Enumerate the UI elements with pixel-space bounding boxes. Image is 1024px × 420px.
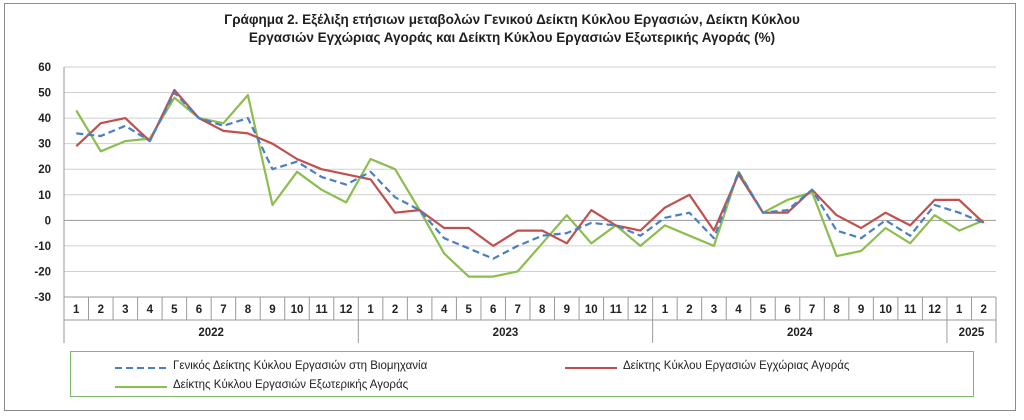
y-tick-label: -30 — [34, 292, 51, 304]
y-tick-label: -20 — [34, 266, 51, 278]
x-tick-label: 11 — [315, 304, 328, 316]
x-tick-label: 9 — [269, 304, 275, 316]
x-tick-label: 10 — [585, 304, 598, 316]
x-tick-label: 8 — [539, 304, 546, 316]
series-line-1 — [75, 88, 985, 247]
x-tick-label: 8 — [245, 304, 252, 316]
x-tick-label: 3 — [711, 304, 717, 316]
year-label: 2024 — [787, 327, 813, 339]
legend-label-domestic: Δείκτης Κύκλου Εργασιών Εγχώριας Αγοράς — [623, 360, 850, 372]
y-tick-label: 20 — [38, 164, 51, 176]
x-tick-label: 1 — [73, 304, 80, 316]
x-tick-label: 12 — [634, 304, 647, 316]
series-line-0 — [76, 91, 985, 260]
x-tick-label: 2 — [392, 304, 398, 316]
x-tick-label: 7 — [220, 304, 226, 316]
x-tick-label: 7 — [515, 304, 521, 316]
chart-frame — [4, 3, 1016, 411]
x-tick-label: 7 — [809, 304, 815, 316]
y-tick-label: -10 — [34, 241, 51, 253]
y-tick-label: 60 — [38, 62, 51, 74]
x-tick-label: 6 — [784, 304, 790, 316]
legend: Γενικός Δείκτης Κύκλου Εργασιών στη Βιομ… — [70, 351, 974, 397]
x-tick-label: 3 — [122, 304, 128, 316]
x-tick-label: 2 — [686, 304, 692, 316]
x-tick-label: 6 — [196, 304, 202, 316]
x-tick-label: 10 — [291, 304, 304, 316]
x-tick-label: 3 — [416, 304, 422, 316]
x-tick-label: 2 — [98, 304, 104, 316]
x-tick-label: 12 — [340, 304, 353, 316]
x-tick-label: 1 — [367, 304, 374, 316]
x-tick-label: 12 — [928, 304, 941, 316]
chart-title-line-1: Γράφημα 2. Εξέλιξη ετήσιων μεταβολών Γεν… — [224, 12, 800, 27]
x-tick-label: 4 — [441, 304, 448, 316]
series-line-2 — [75, 93, 985, 278]
x-tick-label: 5 — [760, 304, 767, 316]
y-tick-label: 0 — [45, 215, 51, 227]
legend-swatch-domestic — [565, 367, 617, 369]
x-tick-label: 1 — [956, 304, 963, 316]
x-tick-label: 10 — [879, 304, 892, 316]
y-tick-label: 50 — [38, 88, 51, 100]
legend-swatch-general — [115, 367, 167, 369]
x-tick-label: 8 — [833, 304, 840, 316]
x-tick-label: 4 — [147, 304, 154, 316]
x-tick-label: 9 — [858, 304, 864, 316]
chart-title-line-2: Εργασιών Εγχώριας Αγοράς και Δείκτη Κύκλ… — [248, 30, 776, 45]
x-tick-label: 11 — [610, 304, 623, 316]
y-tick-label: 30 — [38, 139, 51, 151]
x-tick-label: 5 — [171, 304, 178, 316]
year-label: 2022 — [198, 327, 224, 339]
x-tick-label: 1 — [662, 304, 669, 316]
chart-title: Γράφημα 2. Εξέλιξη ετήσιων μεταβολών Γεν… — [0, 11, 1024, 47]
year-label: 2023 — [493, 327, 519, 339]
year-label: 2025 — [959, 327, 985, 339]
legend-label-external: Δείκτης Κύκλου Εργασιών Εξωτερικής Αγορά… — [173, 379, 409, 391]
legend-label-general: Γενικός Δείκτης Κύκλου Εργασιών στη Βιομ… — [173, 360, 428, 372]
x-tick-label: 5 — [465, 304, 472, 316]
x-tick-label: 6 — [490, 304, 496, 316]
x-tick-label: 9 — [564, 304, 570, 316]
y-tick-label: 10 — [38, 190, 51, 202]
legend-swatch-external — [115, 386, 167, 388]
x-tick-label: 2 — [981, 304, 987, 316]
x-tick-label: 11 — [904, 304, 917, 316]
y-tick-label: 40 — [38, 113, 51, 125]
x-tick-label: 4 — [735, 304, 742, 316]
